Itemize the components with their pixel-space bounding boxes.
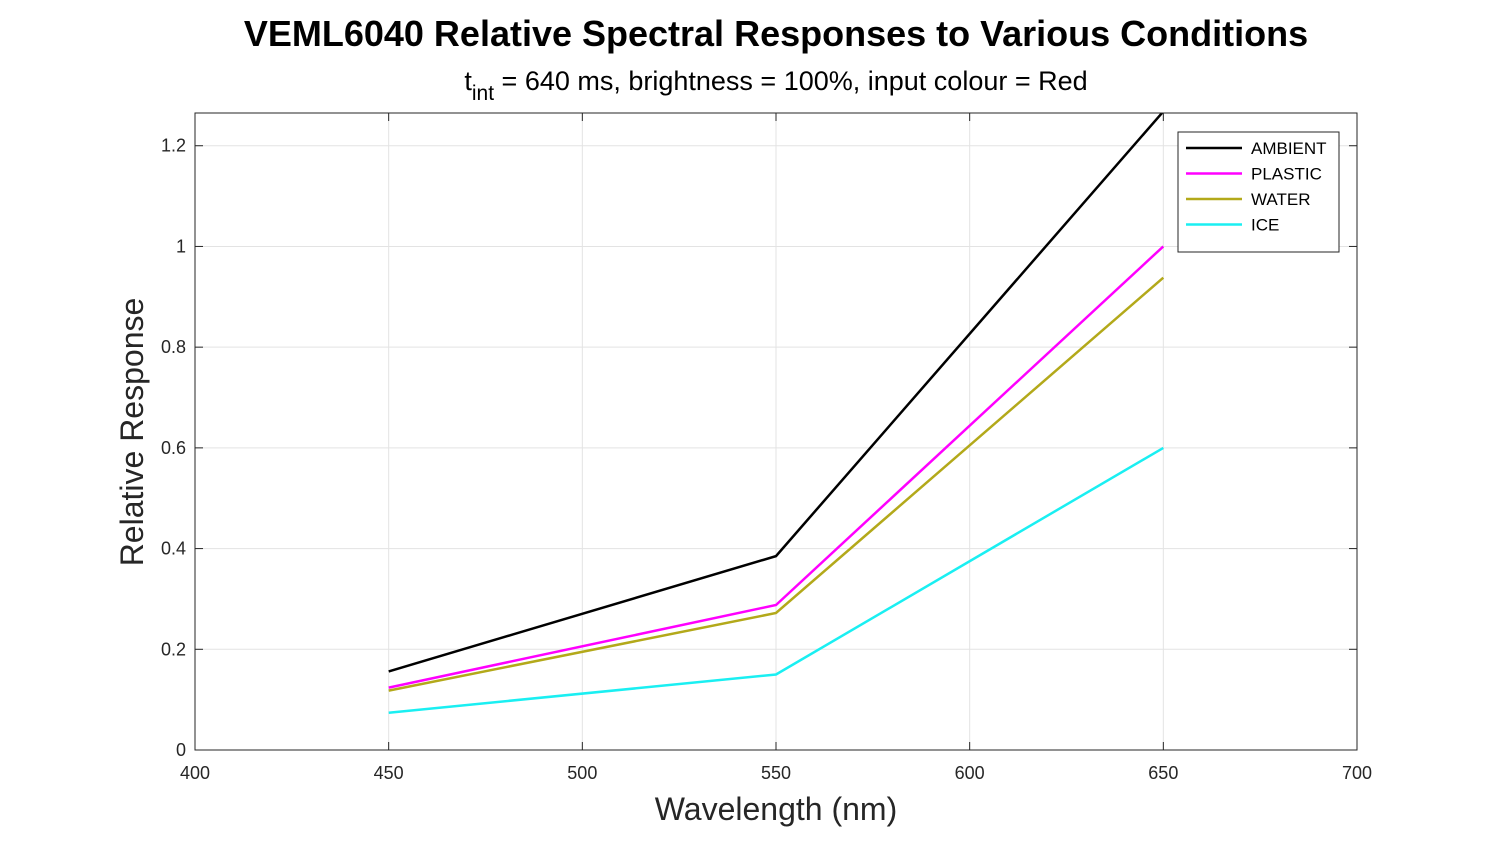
x-tick-label: 500 <box>567 763 597 783</box>
legend-label: PLASTIC <box>1251 165 1322 184</box>
y-tick-label: 0.2 <box>161 639 186 659</box>
x-axis-label: Wavelength (nm) <box>655 791 897 827</box>
legend-label: AMBIENT <box>1251 139 1327 158</box>
subtitle-subscript: int <box>472 82 494 105</box>
x-tick-label: 700 <box>1342 763 1372 783</box>
y-tick-label: 1 <box>176 236 186 256</box>
x-tick-label: 650 <box>1148 763 1178 783</box>
x-tick-label: 600 <box>955 763 985 783</box>
series-layer <box>388 113 1165 714</box>
chart-title: VEML6040 Relative Spectral Responses to … <box>244 13 1308 54</box>
legend-label: WATER <box>1251 190 1311 209</box>
chart-subtitle: tint = 640 ms, brightness = 100%, input … <box>464 66 1087 105</box>
series-line-ice <box>388 446 1164 714</box>
legend: AMBIENT PLASTIC WATER ICE <box>1177 131 1340 253</box>
legend-box <box>1177 131 1340 253</box>
y-axis-label: Relative Response <box>114 298 150 567</box>
series-line-plastic <box>388 245 1165 689</box>
y-tick-label: 0 <box>176 740 186 760</box>
series-line-water <box>388 276 1165 692</box>
subtitle-text: = 640 ms, brightness = 100%, input colou… <box>494 66 1088 96</box>
ticks: 400 450 500 550 600 650 700 0 0.2 0.4 0.6 0.8 1 1.2 <box>161 113 1372 783</box>
series-line-ambient <box>388 113 1164 673</box>
x-tick-label: 450 <box>374 763 404 783</box>
subtitle-prefix: t <box>464 66 472 96</box>
x-tick-label: 550 <box>761 763 791 783</box>
y-tick-label: 0.6 <box>161 438 186 458</box>
y-tick-label: 0.8 <box>161 337 186 357</box>
legend-label: ICE <box>1251 216 1279 235</box>
y-tick-label: 1.2 <box>161 136 186 156</box>
y-tick-label: 0.4 <box>161 539 186 559</box>
x-tick-label: 400 <box>180 763 210 783</box>
